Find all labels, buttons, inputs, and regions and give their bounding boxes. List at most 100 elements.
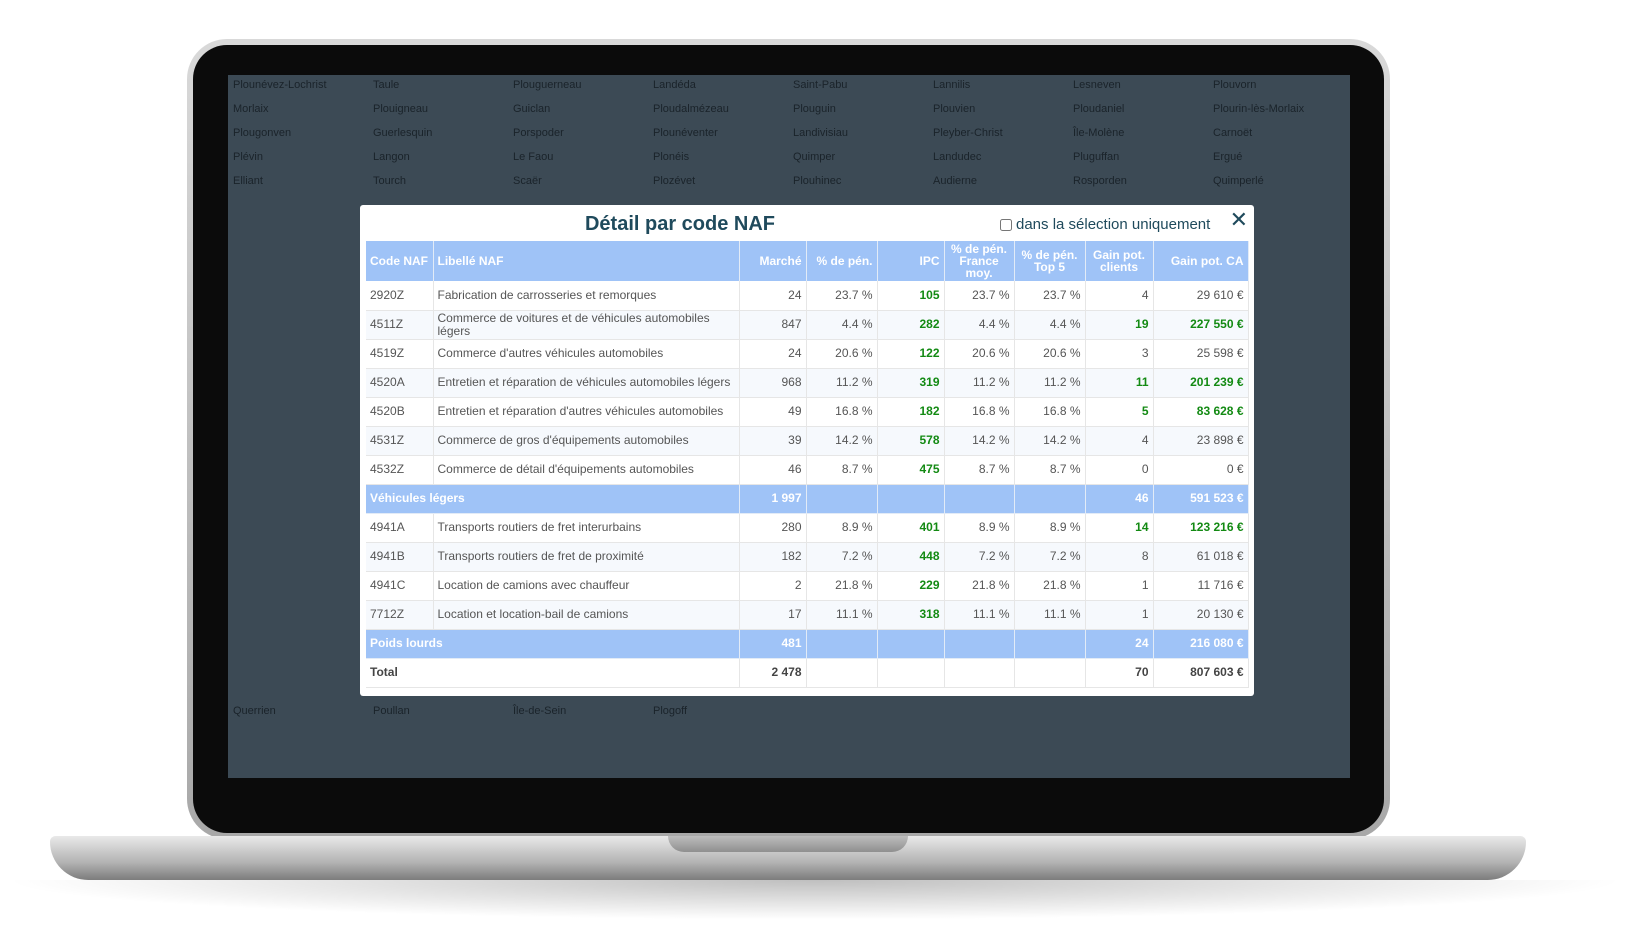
map-place-label: Porspoder [513,127,564,139]
cell-ipc: 578 [877,426,945,456]
col-top5[interactable]: % de pén. Top 5 [1014,241,1086,281]
col-label[interactable]: Libellé NAF [433,241,740,281]
table-row[interactable]: 4511Z Commerce de voitures et de véhicule… [366,310,1249,340]
map-place-label: Plouvien [933,103,976,115]
map-place-label: Elliant [233,175,263,187]
cell-label: Transports routiers de fret interurbains [433,513,740,543]
cell-ipc: 182 [877,397,945,427]
cell-label: Commerce de gros d'équipements automobil… [433,426,740,456]
table-row[interactable]: 4941A Transports routiers de fret interur… [366,513,1249,543]
col-code[interactable]: Code NAF [366,241,434,281]
cell-france: 4.4 % [944,310,1015,340]
cell-code: 4531Z [366,426,434,456]
cell-gain-clients: 4 [1085,281,1154,311]
cell-ipc: 401 [877,513,945,543]
map-place-label: Landudec [933,151,982,163]
laptop-notch [668,836,908,852]
map-screen[interactable]: Plogoff Île-de-Sein Poullan Querrien Quimper… [228,75,1350,778]
cell-gain-clients: 3 [1085,339,1154,369]
col-france[interactable]: % de pén. France moy. [944,241,1015,281]
selection-only-checkbox[interactable] [1000,218,1012,231]
table-row[interactable]: 4941C Location de camions avec chauffeur 2… [366,571,1249,601]
cell-france: 16.8 % [944,397,1015,427]
cell-france: 23.7 % [944,281,1015,311]
map-place-label: Scaër [513,175,542,187]
table-row[interactable]: 4941B Transports routiers de fret de prox… [366,542,1249,572]
map-place-label: Saint-Pabu [793,79,848,91]
total-row[interactable]: Total 2 478 70 807 603 € [366,658,1249,688]
map-place-label: Plounéventer [653,127,718,139]
cell-ipc: 475 [877,455,945,485]
cell-pen: 11.1 % [806,600,878,630]
table-header: Code NAF Libellé NAF Marché % de pén. IP… [366,241,1249,281]
cell-marche: 481 [739,629,807,659]
map-place-label: Langon [373,151,410,163]
group-subtotal-row[interactable]: Poids lourds 481 24 216 080 € [366,629,1249,659]
cell-gain-ca: 83 628 € [1153,397,1249,427]
cell-gain-ca: 807 603 € [1153,658,1249,688]
table-row[interactable]: 7712Z Location et location-bail de camion… [366,600,1249,630]
cell-pen: 11.2 % [806,368,878,398]
cell-label: Location et location-bail de camions [433,600,740,630]
map-place-label: Plévin [233,151,263,163]
table-row[interactable]: 4532Z Commerce de détail d'équipements au… [366,455,1249,485]
cell-france: 7.2 % [944,542,1015,572]
map-place-label: Landéda [653,79,696,91]
close-icon[interactable]: ✕ [1229,207,1248,232]
col-marche[interactable]: Marché [739,241,807,281]
cell-label: Commerce d'autres véhicules automobiles [433,339,740,369]
cell-code: 4520A [366,368,434,398]
cell-label: Véhicules légers [366,484,740,514]
map-place-label: Querrien [233,705,276,717]
cell-empty [944,484,1015,514]
cell-pen: 21.8 % [806,571,878,601]
col-gain-clients[interactable]: Gain pot. clients [1085,241,1154,281]
cell-code: 4511Z [366,310,434,340]
cell-label: Entretien et réparation d'autres véhicul… [433,397,740,427]
col-ipc[interactable]: IPC [877,241,945,281]
cell-label: Fabrication de carrosseries et remorques [433,281,740,311]
cell-pen: 23.7 % [806,281,878,311]
map-place-label: Guiclan [513,103,551,115]
cell-empty [806,629,878,659]
cell-gain-ca: 20 130 € [1153,600,1249,630]
cell-gain-ca: 61 018 € [1153,542,1249,572]
cell-ipc: 282 [877,310,945,340]
cell-france: 11.1 % [944,600,1015,630]
col-gain-ca[interactable]: Gain pot. CA [1153,241,1249,281]
col-pen[interactable]: % de pén. [806,241,878,281]
map-place-label: Quimperlé [1213,175,1264,187]
table-row[interactable]: 4519Z Commerce d'autres véhicules automob… [366,339,1249,369]
cell-france: 14.2 % [944,426,1015,456]
table-row[interactable]: 4531Z Commerce de gros d'équipements auto… [366,426,1249,456]
cell-code: 4941A [366,513,434,543]
cell-marche: 17 [739,600,807,630]
selection-only-toggle[interactable]: dans la sélection uniquement [1000,216,1210,233]
cell-label: Location de camions avec chauffeur [433,571,740,601]
map-place-label: Plouguin [793,103,836,115]
cell-gain-ca: 29 610 € [1153,281,1249,311]
cell-ipc: 318 [877,600,945,630]
cell-marche: 847 [739,310,807,340]
cell-france: 11.2 % [944,368,1015,398]
cell-code: 7712Z [366,600,434,630]
map-place-label: Plourin-lès-Morlaix [1213,103,1305,115]
map-place-label: Pleyber-Christ [933,127,1003,139]
table-row[interactable]: 4520B Entretien et réparation d'autres vé… [366,397,1249,427]
cell-label: Entretien et réparation de véhicules aut… [433,368,740,398]
map-place-label: Île-Molène [1073,127,1125,139]
group-subtotal-row[interactable]: Véhicules légers 1 997 46 591 523 € [366,484,1249,514]
map-place-label: Plouigneau [373,103,429,115]
cell-marche: 182 [739,542,807,572]
table-row[interactable]: 2920Z Fabrication de carrosseries et remo… [366,281,1249,311]
cell-empty [877,629,945,659]
cell-top5: 8.7 % [1014,455,1086,485]
table-row[interactable]: 4520A Entretien et réparation de véhicule… [366,368,1249,398]
cell-top5: 11.2 % [1014,368,1086,398]
cell-marche: 2 [739,571,807,601]
cell-pen: 8.7 % [806,455,878,485]
cell-gain-clients: 1 [1085,571,1154,601]
cell-empty [944,629,1015,659]
cell-empty [944,658,1015,688]
map-place-label: Plouguerneau [513,79,582,91]
